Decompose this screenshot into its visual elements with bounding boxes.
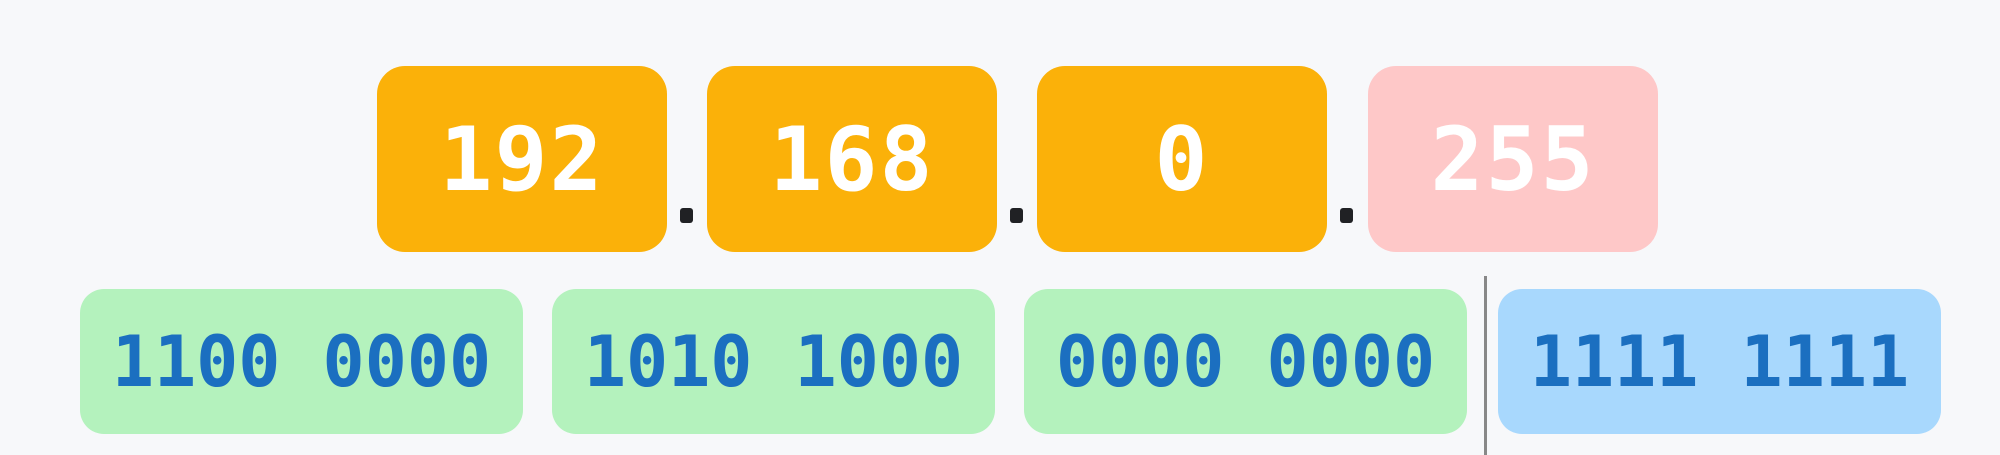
octet-2-decimal: 168	[707, 66, 997, 252]
octet-4-binary: 1111 1111	[1498, 289, 1941, 434]
octet-3-decimal: 0	[1037, 66, 1327, 252]
octet-4-decimal: 255	[1368, 66, 1658, 252]
dot-separator	[1010, 208, 1023, 223]
network-host-divider	[1484, 276, 1487, 455]
octet-1-binary: 1100 0000	[80, 289, 523, 434]
dot-separator	[680, 208, 693, 223]
octet-2-binary: 1010 1000	[552, 289, 995, 434]
octet-1-decimal: 192	[377, 66, 667, 252]
octet-3-binary: 0000 0000	[1024, 289, 1467, 434]
dot-separator	[1340, 208, 1353, 223]
